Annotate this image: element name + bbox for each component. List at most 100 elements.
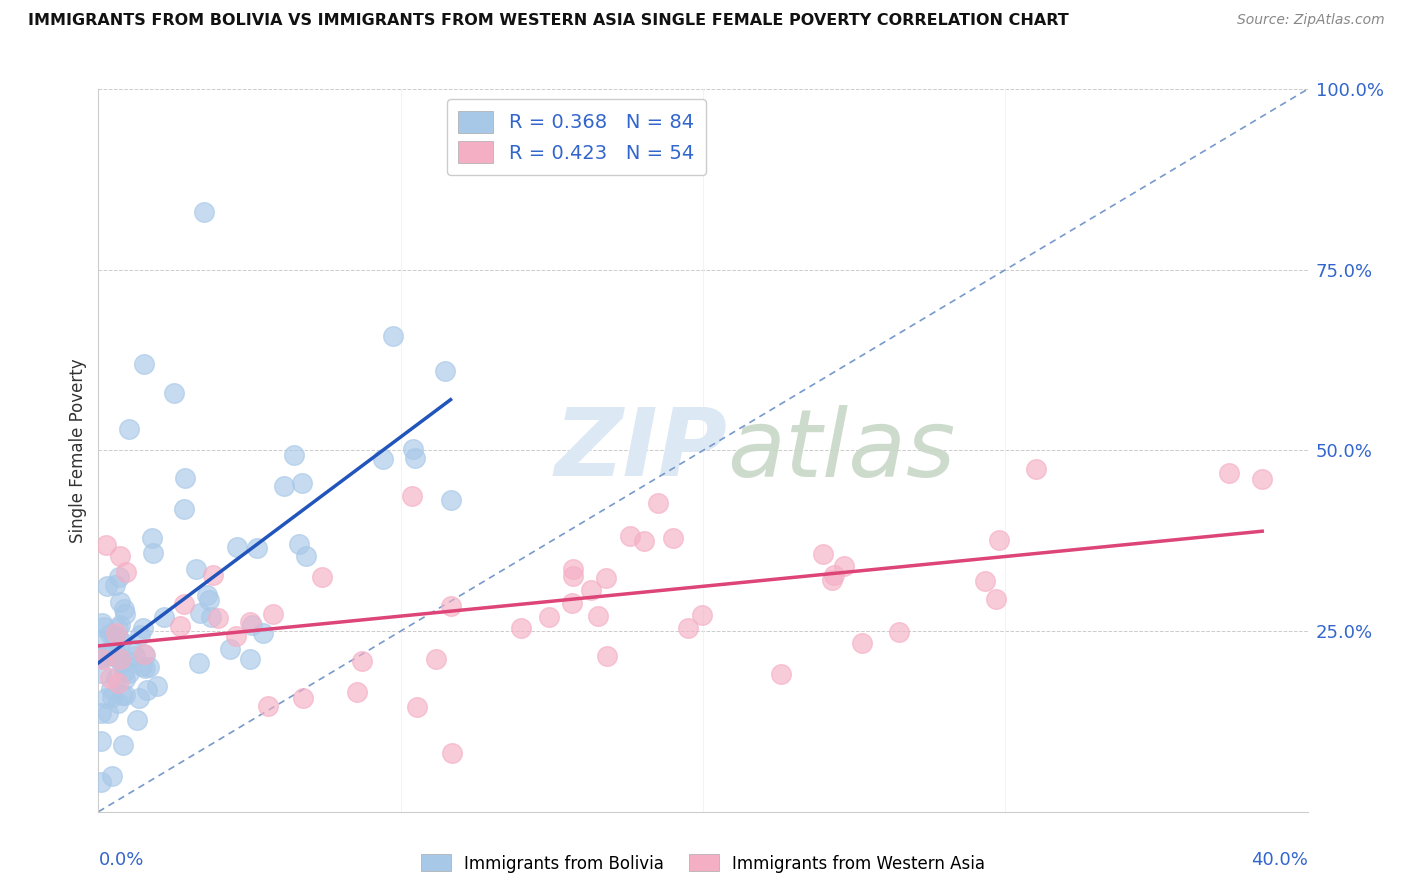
Point — [153, 610, 176, 624]
Point — [433, 363, 456, 377]
Point — [561, 569, 583, 583]
Point — [382, 329, 405, 343]
Point — [262, 607, 284, 621]
Point — [239, 652, 262, 666]
Point — [136, 682, 159, 697]
Legend: R = 0.368   N = 84, R = 0.423   N = 54: R = 0.368 N = 84, R = 0.423 N = 54 — [447, 99, 706, 175]
Point — [112, 602, 135, 616]
Point — [401, 489, 423, 503]
Point — [128, 691, 150, 706]
Text: 40.0%: 40.0% — [1251, 852, 1308, 870]
Point — [174, 471, 197, 485]
Point — [134, 648, 156, 662]
Point — [252, 626, 274, 640]
Point — [114, 688, 136, 702]
Point — [246, 541, 269, 556]
Point — [239, 615, 262, 629]
Point — [225, 540, 247, 554]
Point — [110, 549, 132, 564]
Text: Source: ZipAtlas.com: Source: ZipAtlas.com — [1237, 13, 1385, 28]
Point — [117, 654, 139, 668]
Text: 0.0%: 0.0% — [98, 852, 143, 870]
Point — [132, 621, 155, 635]
Point — [110, 595, 132, 609]
Point — [127, 714, 149, 728]
Point — [647, 496, 669, 510]
Point — [219, 641, 242, 656]
Point — [823, 568, 845, 582]
Point — [184, 562, 207, 576]
Point — [138, 660, 160, 674]
Point — [104, 626, 127, 640]
Point — [619, 529, 641, 543]
Point — [770, 667, 793, 681]
Point — [676, 621, 699, 635]
Point — [225, 629, 247, 643]
Point — [1251, 472, 1274, 486]
Point — [96, 645, 118, 659]
Point — [291, 690, 314, 705]
Point — [107, 696, 129, 710]
Point — [111, 688, 134, 702]
Point — [104, 672, 127, 686]
Point — [110, 655, 132, 669]
Point — [425, 652, 447, 666]
Point — [98, 648, 121, 662]
Point — [142, 546, 165, 560]
Point — [188, 606, 211, 620]
Point — [662, 531, 685, 545]
Point — [90, 652, 112, 666]
Point — [146, 679, 169, 693]
Point — [1025, 462, 1047, 476]
Point — [288, 537, 311, 551]
Point — [129, 628, 152, 642]
Point — [595, 571, 617, 585]
Point — [96, 579, 118, 593]
Point — [633, 533, 655, 548]
Point — [93, 620, 115, 634]
Point — [832, 558, 855, 573]
Legend: Immigrants from Bolivia, Immigrants from Western Asia: Immigrants from Bolivia, Immigrants from… — [413, 847, 993, 880]
Point — [405, 699, 427, 714]
Point — [94, 538, 117, 552]
Point — [440, 746, 463, 760]
Point — [94, 691, 117, 706]
Point — [111, 738, 134, 752]
Point — [104, 650, 127, 665]
Point — [132, 357, 155, 371]
Point — [141, 531, 163, 545]
Text: atlas: atlas — [727, 405, 956, 496]
Point — [110, 617, 132, 632]
Point — [108, 570, 131, 584]
Point — [100, 681, 122, 696]
Point — [198, 593, 221, 607]
Point — [90, 665, 112, 680]
Point — [987, 533, 1010, 547]
Point — [131, 659, 153, 673]
Point — [283, 448, 305, 462]
Point — [346, 684, 368, 698]
Point — [104, 632, 127, 647]
Point — [561, 597, 583, 611]
Point — [371, 452, 394, 467]
Point — [821, 573, 844, 587]
Point — [596, 648, 619, 663]
Point — [97, 706, 120, 720]
Point — [101, 690, 124, 704]
Point — [124, 648, 146, 663]
Point — [195, 588, 218, 602]
Point — [440, 599, 463, 614]
Point — [187, 656, 209, 670]
Point — [207, 610, 229, 624]
Point — [103, 629, 125, 643]
Point — [120, 642, 142, 657]
Point — [538, 610, 561, 624]
Point — [107, 630, 129, 644]
Point — [690, 607, 713, 622]
Point — [98, 627, 121, 641]
Point — [291, 475, 314, 490]
Point — [586, 609, 609, 624]
Point — [107, 676, 129, 690]
Point — [974, 574, 997, 588]
Point — [581, 582, 603, 597]
